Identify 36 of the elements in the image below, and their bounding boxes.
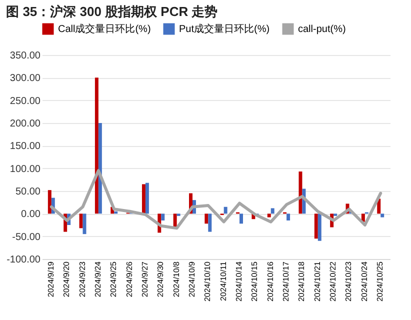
- x-tick-label: 2024/10/10: [203, 260, 212, 302]
- x-tick-label: 2024/9/19: [46, 260, 56, 298]
- x-tick-label: 2024/10/21: [312, 260, 322, 302]
- x-tick-label: 2024/10/17: [282, 260, 291, 302]
- x-tick-label: 2024/10/16: [266, 260, 275, 302]
- y-tick-label: -100.00: [6, 254, 41, 266]
- y-tick-label: 200.00: [10, 118, 41, 130]
- y-tick-label: 150.00: [10, 141, 41, 152]
- x-tick-label: 2024/10/25: [376, 260, 385, 302]
- x-tick-label: 2024/10/8: [172, 260, 181, 298]
- x-tick-label: 2024/10/11: [218, 260, 228, 301]
- x-tick-label: 2024/9/30: [156, 260, 166, 298]
- x-tick-label: 2024/10/24: [360, 260, 369, 302]
- y-tick-label: 250.00: [10, 96, 41, 107]
- x-tick-label: 2024/9/25: [109, 260, 118, 298]
- legend-label: Call成交量日环比(%): [58, 23, 151, 35]
- x-tick-label: 2024/10/9: [187, 260, 196, 298]
- x-tick-label: 2024/10/15: [250, 260, 260, 302]
- legend-label: call-put(%): [298, 24, 346, 35]
- y-tick-label: 0.00: [21, 209, 41, 220]
- y-tick-label: -50.00: [12, 232, 41, 243]
- x-tick-label: 2024/9/23: [78, 260, 87, 298]
- x-tick-label: 2024/9/24: [93, 260, 102, 298]
- x-tick-label: 2024/9/27: [140, 260, 150, 298]
- x-tick-label: 2024/10/23: [344, 260, 354, 302]
- x-tick-label: 2024/10/22: [328, 260, 338, 302]
- legend-label: Put成交量日环比(%): [179, 23, 270, 35]
- x-tick-label: 2024/10/18: [297, 260, 306, 302]
- chart-title: 图 35：沪深 300 股指期权 PCR 走势: [6, 4, 218, 19]
- x-tick-label: 2024/9/26: [124, 260, 134, 298]
- y-tick-label: 350.00: [10, 50, 41, 62]
- y-tick-label: 300.00: [10, 73, 41, 84]
- x-tick-label: 2024/9/20: [62, 260, 72, 298]
- x-tick-label: 2024/10/14: [234, 260, 244, 302]
- y-tick-label: 100.00: [10, 164, 41, 175]
- y-tick-label: 50.00: [15, 186, 41, 198]
